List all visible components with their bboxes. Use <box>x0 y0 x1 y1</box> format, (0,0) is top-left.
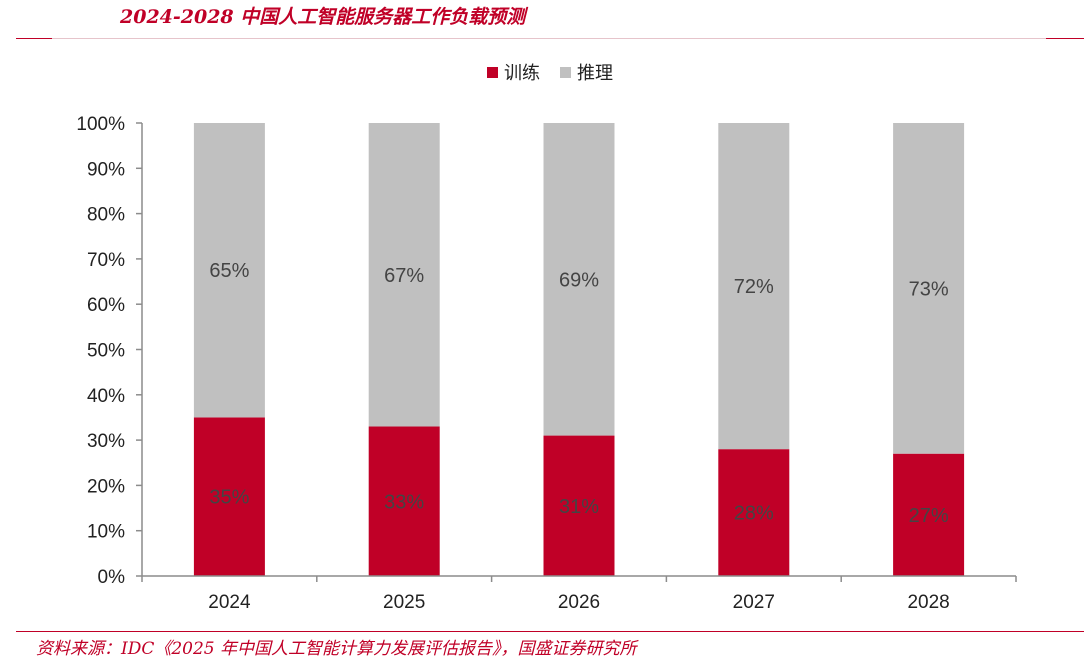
bar-training-2024 <box>193 417 265 576</box>
legend-label-inference: 推理 <box>577 63 613 84</box>
title-rule <box>52 38 1046 39</box>
legend-swatch-training <box>487 67 498 78</box>
y-tick-label-10pct: 10% <box>87 522 125 543</box>
bars <box>193 123 965 576</box>
title-rule-right <box>1046 38 1084 39</box>
y-tick-label-100pct: 100% <box>76 114 125 135</box>
bar-inference-2025 <box>368 123 440 427</box>
data-label-training-2025: 33% <box>384 491 424 513</box>
bar-training-2026 <box>543 435 615 576</box>
y-tick-label-20pct: 20% <box>87 476 125 497</box>
data-label-training-2024: 35% <box>209 487 249 509</box>
data-label-inference-2026: 69% <box>559 269 599 291</box>
data-label-inference-2024: 65% <box>209 260 249 282</box>
data-label-training-2027: 28% <box>734 503 774 525</box>
source-note: 资料来源：IDC《2025 年中国人工智能计算力发展评估报告》，国盛证券研究所 <box>36 639 637 659</box>
y-tick-label-40pct: 40% <box>87 386 125 407</box>
bar-training-2025 <box>368 426 440 576</box>
x-tick-label-2027: 2027 <box>733 592 775 613</box>
y-tick-label-90pct: 90% <box>87 159 125 180</box>
data-label-inference-2025: 67% <box>384 265 424 287</box>
x-tick-label-2024: 2024 <box>208 592 251 613</box>
data-label-training-2026: 31% <box>559 496 599 518</box>
data-label-inference-2027: 72% <box>734 276 774 298</box>
y-tick-label-80pct: 80% <box>87 205 125 226</box>
data-label-inference-2028: 73% <box>909 278 949 300</box>
data-labels: 35% 65% 33% 67% 31% 69% 28% 72% 27% 73% <box>209 260 948 527</box>
bar-inference-2028 <box>893 123 965 454</box>
y-tick-label-30pct: 30% <box>87 431 125 452</box>
bar-training-2028 <box>893 453 965 576</box>
chart-title: 2024-2028 中国人工智能服务器工作负载预测 <box>120 6 526 28</box>
legend-label-training: 训练 <box>504 63 540 84</box>
x-tick-label-2028: 2028 <box>907 592 949 613</box>
y-tick-label-0pct: 0% <box>98 567 126 588</box>
bar-training-2027 <box>718 449 790 576</box>
y-tick-label-50pct: 50% <box>87 341 125 362</box>
x-tick-label-2025: 2025 <box>383 592 425 613</box>
title-rule-left <box>16 38 52 39</box>
x-tick-label-2026: 2026 <box>558 592 600 613</box>
legend-swatch-inference <box>560 67 571 78</box>
y-tick-label-60pct: 60% <box>87 295 125 316</box>
data-label-training-2028: 27% <box>909 505 949 527</box>
source-rule <box>16 631 1084 632</box>
bar-inference-2027 <box>718 123 790 450</box>
axes: 2024 2025 2026 2027 2028 0% 10% 20% 30% 40% 50% 60%… <box>76 114 1017 613</box>
bar-inference-2026 <box>543 123 615 436</box>
y-tick-label-70pct: 70% <box>87 250 125 271</box>
bar-inference-2024 <box>193 123 265 418</box>
legend: 训练 推理 <box>487 63 613 84</box>
